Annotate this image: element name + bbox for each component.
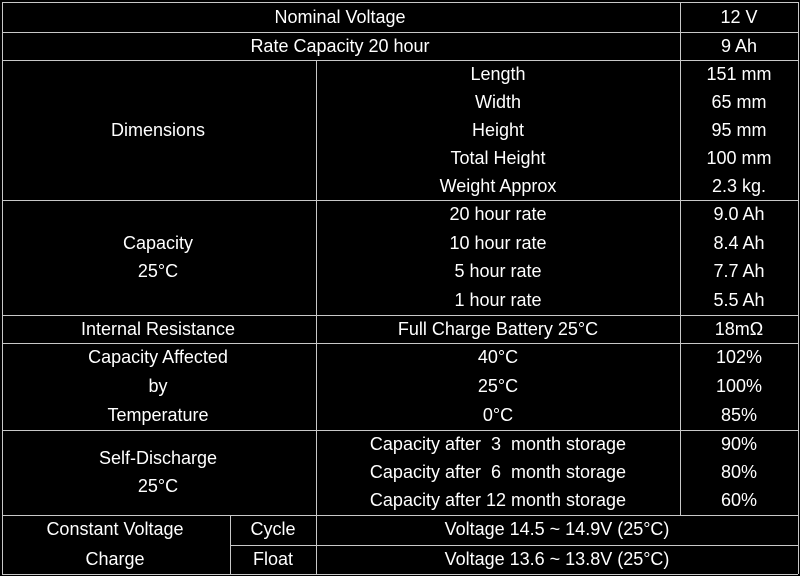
item-name: 25°C xyxy=(477,376,519,396)
row-label: 25°C xyxy=(137,261,179,282)
item-name: 20 hour rate xyxy=(449,203,547,224)
item-name: Capacity after 6 month storage xyxy=(369,461,627,482)
row-label: Self-Discharge xyxy=(98,447,218,468)
row-label: Internal Resistance xyxy=(80,318,236,339)
item-value: 95 mm xyxy=(711,119,767,140)
item-value: 9.0 Ah xyxy=(713,203,765,224)
item-value: 60% xyxy=(720,490,758,511)
rule xyxy=(2,60,798,61)
rule xyxy=(2,515,798,516)
rule xyxy=(2,2,798,3)
item-value: 102% xyxy=(715,347,763,367)
row-label: Capacity xyxy=(122,232,194,253)
mode-value: Voltage 14.5 ~ 14.9V (25°C) xyxy=(444,519,670,540)
item-name: 1 hour rate xyxy=(454,290,542,311)
item-name: Capacity after 3 month storage xyxy=(369,433,627,454)
item-name: Height xyxy=(471,119,525,140)
rule xyxy=(230,544,798,546)
rule xyxy=(316,60,317,574)
item-name: Width xyxy=(474,91,521,112)
mode-name: Float xyxy=(252,548,294,569)
row-label: Capacity Affected xyxy=(88,347,228,367)
rule xyxy=(2,574,798,575)
row-label: Nominal Voltage xyxy=(274,6,406,27)
item-value: 100 mm xyxy=(706,147,772,168)
item-value: 7.7 Ah xyxy=(713,261,765,282)
rule xyxy=(2,2,3,574)
row-label: Temperature xyxy=(107,405,209,425)
item-name: Capacity after 12 month storage xyxy=(369,490,627,511)
item-name: 5 hour rate xyxy=(454,261,542,282)
item-name: Total Height xyxy=(450,147,546,168)
mode-value: Voltage 13.6 ~ 13.8V (25°C) xyxy=(444,548,670,569)
item-value: 90% xyxy=(720,433,758,454)
item-value: 8.4 Ah xyxy=(713,232,765,253)
item-value: 80% xyxy=(720,461,758,482)
item-value: 85% xyxy=(720,405,758,425)
rule xyxy=(2,430,798,431)
mode-name: Cycle xyxy=(250,519,296,540)
row-label: Constant Voltage xyxy=(46,519,184,540)
item-value: 100% xyxy=(715,376,763,396)
row-label: 25°C xyxy=(137,476,179,497)
row-label: Dimensions xyxy=(110,119,206,140)
rule xyxy=(2,343,798,344)
item-value: 18mΩ xyxy=(714,318,764,339)
item-value: 151 mm xyxy=(706,63,772,84)
item-name: Length xyxy=(470,63,526,84)
rule xyxy=(2,32,798,33)
rule xyxy=(230,515,231,574)
item-name: Weight Approx xyxy=(439,175,557,196)
item-value: 65 mm xyxy=(711,91,767,112)
row-value: 12 V xyxy=(720,6,758,27)
item-value: 2.3 kg. xyxy=(711,175,767,196)
item-name: Full Charge Battery 25°C xyxy=(397,318,599,339)
rule xyxy=(2,315,798,316)
row-value: 9 Ah xyxy=(720,35,758,56)
item-value: 5.5 Ah xyxy=(713,290,765,311)
rule xyxy=(680,2,681,515)
row-label: by xyxy=(148,376,168,396)
rule xyxy=(798,2,799,574)
item-name: 10 hour rate xyxy=(449,232,547,253)
item-name: 0°C xyxy=(482,405,514,425)
row-label: Charge xyxy=(85,548,145,569)
item-name: 40°C xyxy=(477,347,519,367)
rule xyxy=(2,200,798,201)
row-label: Rate Capacity 20 hour xyxy=(250,35,430,56)
